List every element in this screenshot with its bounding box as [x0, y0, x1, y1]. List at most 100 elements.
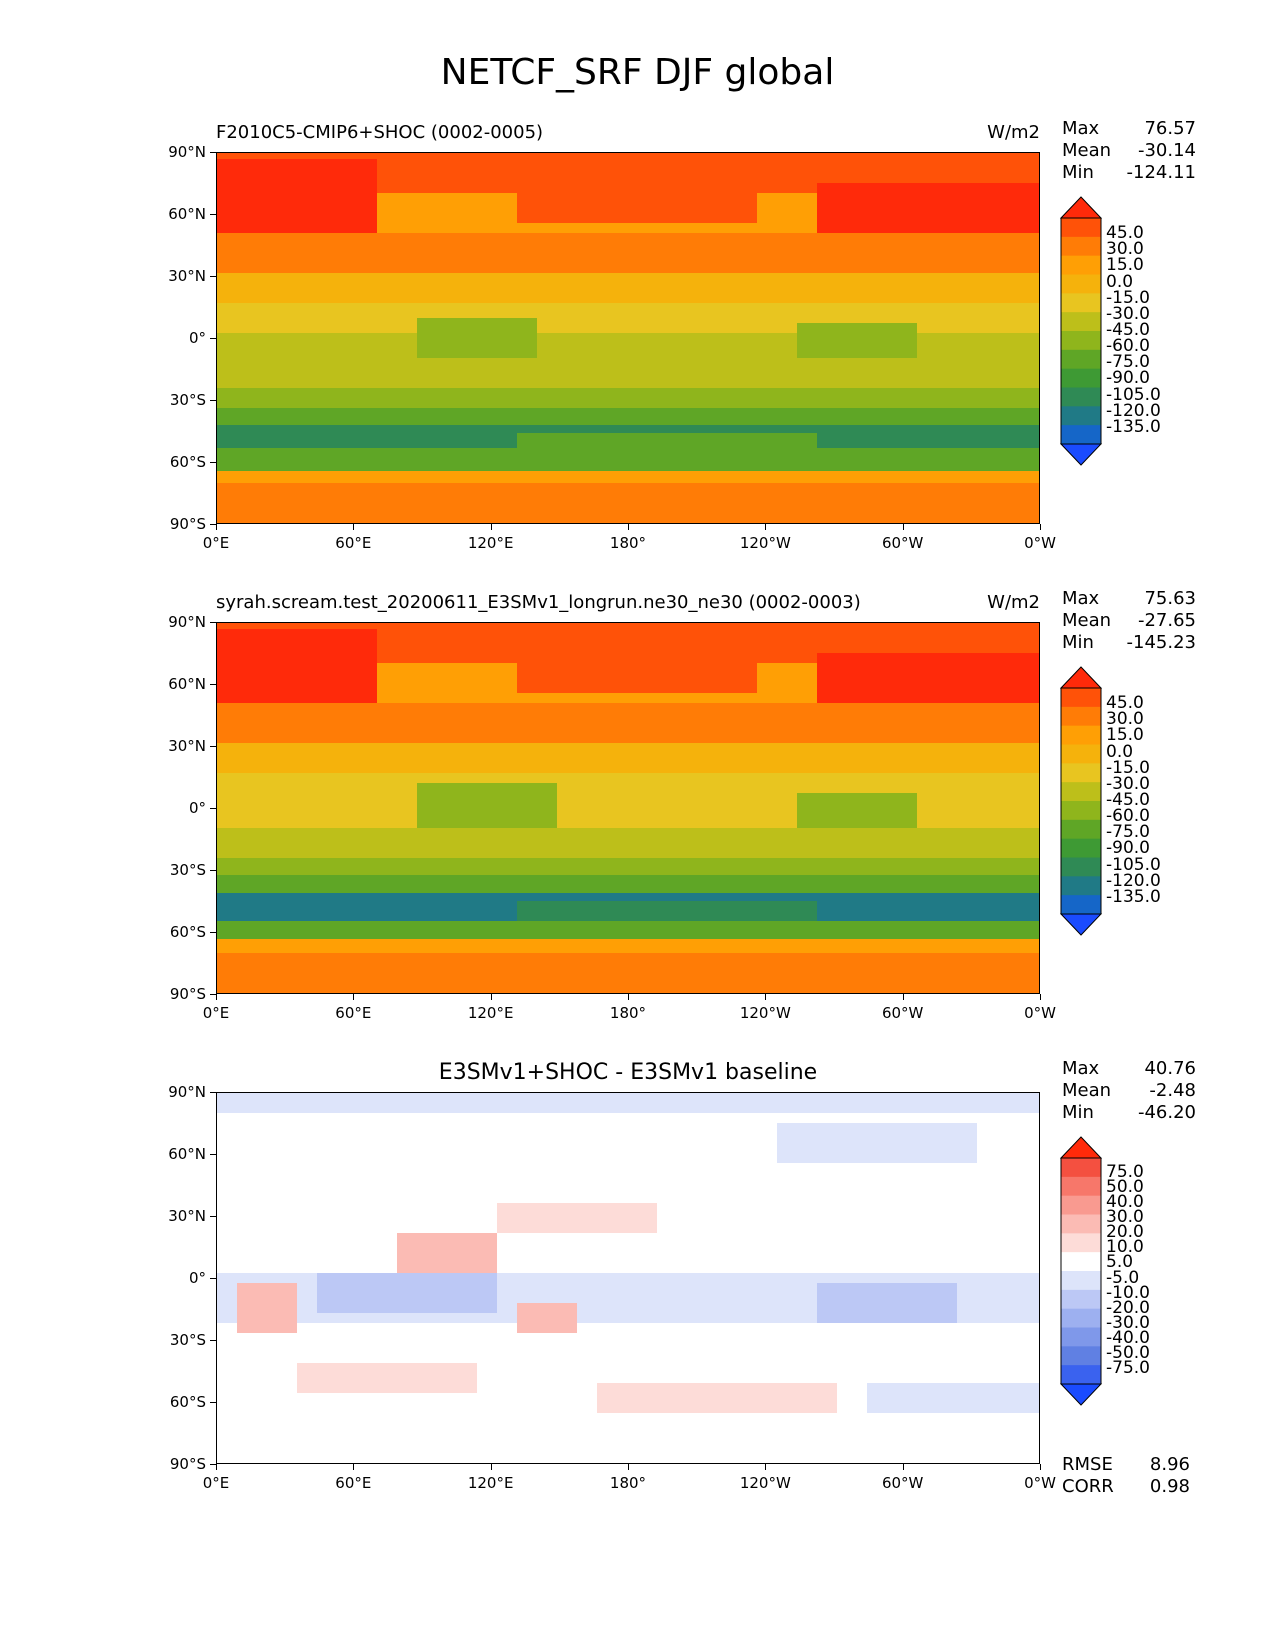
colorbar-tick-label: 40.0	[1106, 1192, 1144, 1213]
colorbar-segment	[1061, 1233, 1101, 1253]
lat-tick-mark	[210, 1402, 216, 1403]
lat-tick-label: 30°N	[168, 1207, 206, 1225]
lon-tick-label: 60°E	[335, 1004, 372, 1022]
lon-tick-label: 0°E	[202, 1474, 230, 1492]
colorbar-tick-label: -60.0	[1106, 336, 1150, 357]
lat-tick-label: 60°N	[168, 205, 206, 223]
lat-tick-mark	[210, 276, 216, 277]
stat-label: Min	[1062, 1102, 1094, 1123]
stat-value: -27.65	[1137, 610, 1196, 631]
lat-tick-mark	[210, 524, 216, 525]
lat-tick-label: 30°N	[168, 267, 206, 285]
panel-title: E3SMv1+SHOC - E3SMv1 baseline	[438, 1060, 818, 1085]
colorbar-extend-top	[1060, 196, 1102, 219]
footer-stat-label: RMSE	[1062, 1454, 1113, 1475]
lat-tick-label: 60°N	[168, 675, 206, 693]
colorbar-tick-label: -105.0	[1106, 854, 1161, 875]
lon-tick-label: 120°W	[739, 1474, 791, 1492]
lon-tick-label: 60°W	[881, 1004, 924, 1022]
stat-label: Max	[1062, 118, 1100, 139]
colorbar-segment	[1061, 368, 1101, 388]
lat-tick-label: 60°N	[168, 1145, 206, 1163]
lat-tick-mark	[210, 808, 216, 809]
colorbar-outline	[1060, 217, 1102, 445]
colorbar-tick-label: 20.0	[1106, 1222, 1144, 1243]
lat-tick-mark	[210, 1464, 216, 1465]
colorbar-tick-label: -15.0	[1106, 757, 1150, 778]
lon-tick-label: 60°E	[335, 1474, 372, 1492]
colorbar-segment	[1061, 782, 1101, 802]
lon-tick-mark	[628, 1464, 629, 1470]
colorbar-segment	[1061, 406, 1101, 426]
map-plot	[216, 622, 1040, 994]
lon-tick-label: 120°W	[739, 534, 791, 552]
lon-tick-label: 120°E	[467, 534, 514, 552]
colorbar-extend-bottom	[1060, 1383, 1102, 1406]
colorbar-segment	[1061, 236, 1101, 257]
lat-tick-mark	[210, 932, 216, 933]
lon-tick-label: 120°E	[467, 1474, 514, 1492]
colorbar-segment	[1061, 1346, 1101, 1366]
lat-tick-label: 90°S	[169, 1455, 206, 1473]
lon-tick-mark	[216, 994, 217, 1000]
lon-tick-label: 180°	[609, 1474, 647, 1492]
colorbar-tick-label: -120.0	[1106, 400, 1161, 421]
stat-value: 76.57	[1144, 118, 1196, 139]
colorbar-segment	[1061, 688, 1101, 708]
colorbar-segment	[1061, 1214, 1101, 1234]
colorbar-tick-label: -5.0	[1106, 1267, 1140, 1288]
lon-tick-label: 60°W	[881, 1474, 924, 1492]
colorbar-tick-label: 0.0	[1106, 741, 1134, 762]
colorbar	[1060, 1136, 1102, 1406]
lat-tick-label: 30°S	[169, 391, 206, 409]
colorbar-tick-label: -20.0	[1106, 1297, 1150, 1318]
colorbar-segment	[1061, 274, 1101, 294]
colorbar-segment	[1061, 255, 1101, 275]
panel-title: syrah.scream.test_20200611_E3SMv1_longru…	[216, 592, 861, 613]
stat-value: -145.23	[1126, 632, 1196, 653]
lat-tick-label: 90°S	[169, 515, 206, 533]
lat-tick-mark	[210, 152, 216, 153]
map-field	[217, 1093, 1039, 1463]
panel-units: W/m2	[987, 122, 1040, 143]
stat-label: Max	[1062, 1058, 1100, 1079]
colorbar-tick-label: -45.0	[1106, 320, 1150, 340]
colorbar-extend-top	[1060, 1136, 1102, 1159]
colorbar-tick-label: 30.0	[1106, 709, 1144, 730]
lat-tick-label: 0°	[188, 799, 206, 817]
colorbar-tick-label: 15.0	[1106, 725, 1144, 746]
panel-footer-stats: RMSE 8.96 CORR 0.98	[1062, 1454, 1190, 1498]
colorbar-segment	[1061, 218, 1101, 238]
lat-tick-mark	[210, 1154, 216, 1155]
colorbar-segment	[1061, 1308, 1101, 1328]
colorbar-tick-label: -90.0	[1106, 368, 1150, 389]
lat-tick-mark	[210, 994, 216, 995]
stat-label: Min	[1062, 632, 1094, 653]
colorbar-segment	[1061, 725, 1101, 745]
lon-tick-mark	[216, 1464, 217, 1470]
colorbar-tick-label: 45.0	[1106, 223, 1144, 244]
lon-tick-mark	[902, 524, 904, 530]
colorbar-tick-label: -135.0	[1106, 886, 1161, 907]
lat-tick-label: 0°	[188, 1269, 206, 1287]
lat-tick-label: 60°S	[169, 453, 206, 471]
panel-reference: syrah.scream.test_20200611_E3SMv1_longru…	[0, 586, 1275, 1056]
lat-tick-label: 60°S	[169, 923, 206, 941]
colorbar-segment	[1061, 425, 1101, 445]
colorbar-tick-label: -75.0	[1106, 1357, 1150, 1378]
stat-label: Min	[1062, 162, 1094, 183]
colorbar-tick-label: -60.0	[1106, 806, 1150, 827]
colorbar-tick-label: 10.0	[1106, 1237, 1144, 1258]
lat-tick-mark	[210, 746, 216, 747]
stat-value: -30.14	[1137, 140, 1196, 161]
stat-label: Mean	[1062, 140, 1112, 161]
lon-tick-mark	[628, 524, 629, 530]
colorbar-tick-label: -90.0	[1106, 838, 1150, 859]
lat-tick-label: 30°S	[169, 861, 206, 879]
colorbar-segment	[1061, 1271, 1101, 1291]
map-field	[217, 153, 1039, 523]
lon-tick-mark	[216, 524, 217, 530]
colorbar-tick-label: -120.0	[1106, 870, 1161, 891]
colorbar-tick-label: 50.0	[1106, 1177, 1144, 1198]
panel-units: W/m2	[987, 592, 1040, 613]
